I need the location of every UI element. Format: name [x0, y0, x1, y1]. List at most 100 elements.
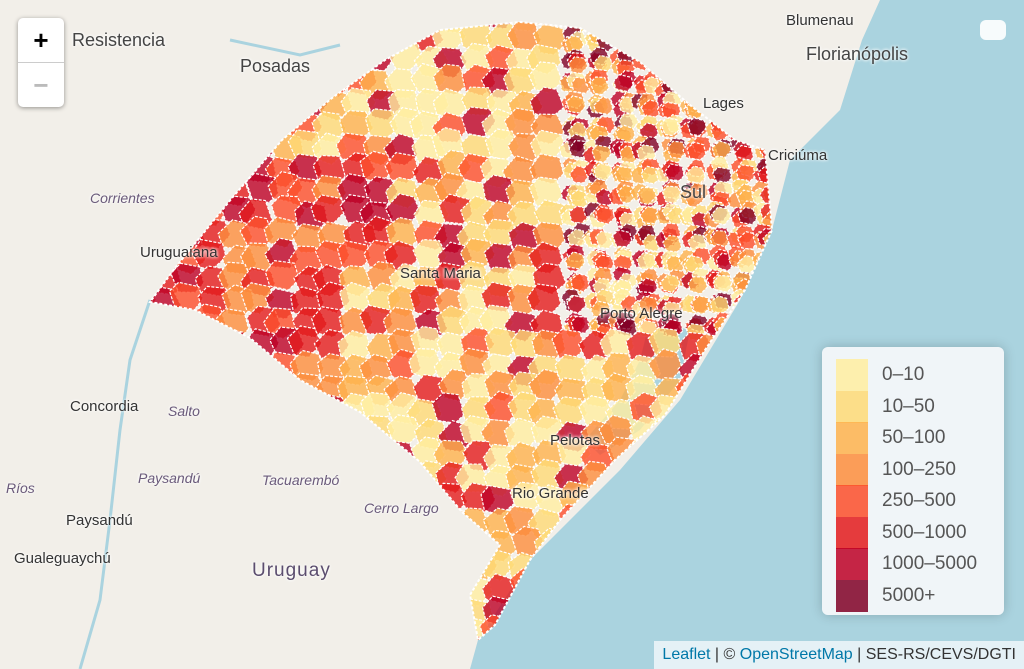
municipality-polygon[interactable] — [384, 193, 421, 226]
municipality-polygon[interactable] — [578, 395, 614, 428]
place-label: Lages — [703, 95, 744, 112]
place-label: Concordia — [70, 398, 139, 415]
place-label: Criciúma — [768, 147, 828, 164]
municipality-polygon[interactable] — [359, 150, 394, 184]
municipality-polygon[interactable] — [612, 229, 633, 248]
municipality-polygon[interactable] — [709, 295, 730, 315]
data-source: SES-RS/CEVS/DGTI — [865, 646, 1016, 663]
place-label: Pelotas — [550, 432, 601, 449]
legend-swatch — [836, 390, 868, 423]
zoom-control: + − — [18, 18, 64, 107]
municipality-polygon[interactable] — [685, 165, 707, 185]
municipality-polygon[interactable] — [737, 206, 759, 226]
municipality-polygon[interactable] — [364, 108, 399, 140]
municipality-polygon[interactable] — [686, 141, 707, 161]
legend-swatch — [836, 422, 868, 454]
info-control — [980, 20, 1006, 40]
place-label: Ríos — [6, 480, 35, 496]
leaflet-link[interactable]: Leaflet — [662, 646, 711, 663]
municipality-polygon[interactable] — [570, 315, 592, 334]
municipality-polygon[interactable] — [662, 234, 683, 254]
zoom-in-button[interactable]: + — [33, 25, 49, 55]
municipality-polygon[interactable] — [735, 164, 757, 183]
municipality-polygon[interactable] — [458, 22, 494, 53]
municipality-polygon[interactable] — [661, 222, 682, 242]
municipality-polygon[interactable] — [570, 273, 591, 293]
municipality-polygon[interactable] — [311, 111, 347, 144]
municipality-polygon[interactable] — [594, 230, 616, 250]
legend-item: 0–10 — [836, 359, 924, 391]
municipality-polygon[interactable] — [458, 347, 493, 380]
municipality-polygon[interactable] — [711, 140, 733, 161]
osm-link[interactable]: OpenStreetMap — [739, 646, 853, 663]
attribution: Leaflet | © OpenStreetMap | SES-RS/CEVS/… — [654, 641, 1024, 669]
municipality-polygon[interactable] — [503, 417, 540, 450]
legend-swatch — [836, 359, 868, 391]
place-label: Gualeguaychú — [14, 550, 111, 567]
municipality-polygon[interactable] — [437, 368, 473, 402]
municipality-polygon[interactable] — [565, 95, 587, 114]
municipality-polygon[interactable] — [503, 107, 540, 140]
municipality-polygon[interactable] — [315, 281, 351, 314]
legend-swatch — [836, 516, 868, 549]
municipality-polygon[interactable] — [240, 282, 276, 315]
place-label: Florianópolis — [806, 44, 909, 64]
municipality-polygon[interactable] — [385, 216, 420, 249]
municipality-polygon[interactable] — [647, 348, 684, 381]
municipality-polygon[interactable] — [569, 189, 590, 208]
municipality-polygon[interactable] — [480, 418, 517, 450]
municipality-polygon[interactable] — [264, 259, 300, 291]
municipality-polygon[interactable] — [361, 215, 397, 248]
place-label: Uruguay — [252, 560, 331, 581]
municipality-polygon[interactable] — [551, 328, 587, 361]
legend-label: 0–10 — [882, 364, 925, 385]
place-label: Salto — [168, 403, 200, 419]
municipality-polygon[interactable] — [595, 206, 616, 225]
municipality-polygon[interactable] — [526, 283, 562, 314]
municipality-polygon[interactable] — [594, 188, 615, 208]
municipality-polygon[interactable] — [659, 117, 681, 137]
municipality-polygon[interactable] — [687, 276, 709, 295]
municipality-polygon[interactable] — [712, 274, 734, 293]
place-label: Cerro Largo — [364, 500, 439, 516]
legend-item: 100–250 — [836, 453, 956, 486]
municipality-polygon[interactable] — [710, 206, 733, 226]
municipality-polygon[interactable] — [661, 185, 683, 204]
municipality-polygon[interactable] — [593, 162, 614, 182]
municipality-polygon[interactable] — [431, 392, 466, 424]
municipality-polygon[interactable] — [564, 251, 586, 270]
municipality-polygon[interactable] — [336, 240, 372, 272]
municipality-polygon[interactable] — [666, 140, 688, 160]
legend-swatch — [836, 579, 868, 612]
municipality-polygon[interactable] — [709, 229, 731, 249]
municipality-polygon[interactable] — [528, 61, 564, 94]
legend-item: 250–500 — [836, 485, 956, 517]
municipality-polygon[interactable] — [613, 73, 634, 93]
municipality-polygon[interactable] — [589, 76, 611, 96]
municipality-polygon[interactable] — [433, 439, 470, 470]
attribution-separator: | © — [710, 646, 740, 663]
municipality-polygon[interactable] — [661, 101, 682, 120]
legend-label: 5000+ — [882, 584, 936, 606]
municipality-polygon[interactable] — [502, 155, 538, 187]
municipality-polygon[interactable] — [637, 295, 659, 314]
municipality-polygon[interactable] — [659, 273, 681, 294]
legend-label: 1000–5000 — [882, 553, 978, 574]
municipality-polygon[interactable] — [636, 186, 658, 206]
place-label: Paysandú — [138, 470, 201, 486]
legend-swatch — [836, 485, 868, 517]
municipality-polygon[interactable] — [691, 295, 712, 315]
municipality-polygon[interactable] — [616, 184, 638, 204]
municipality-polygon[interactable] — [639, 205, 661, 225]
municipality-polygon[interactable] — [686, 117, 708, 137]
municipality-polygon[interactable] — [664, 163, 685, 182]
place-label: Paysandú — [66, 512, 133, 529]
municipality-polygon[interactable] — [566, 228, 588, 248]
municipality-polygon[interactable] — [593, 96, 614, 116]
zoom-out-button[interactable]: − — [18, 62, 64, 107]
municipality-polygon[interactable] — [484, 326, 519, 358]
municipality-polygon[interactable] — [636, 144, 657, 163]
place-label: Blumenau — [786, 12, 854, 29]
place-label: Santa Maria — [400, 265, 481, 282]
